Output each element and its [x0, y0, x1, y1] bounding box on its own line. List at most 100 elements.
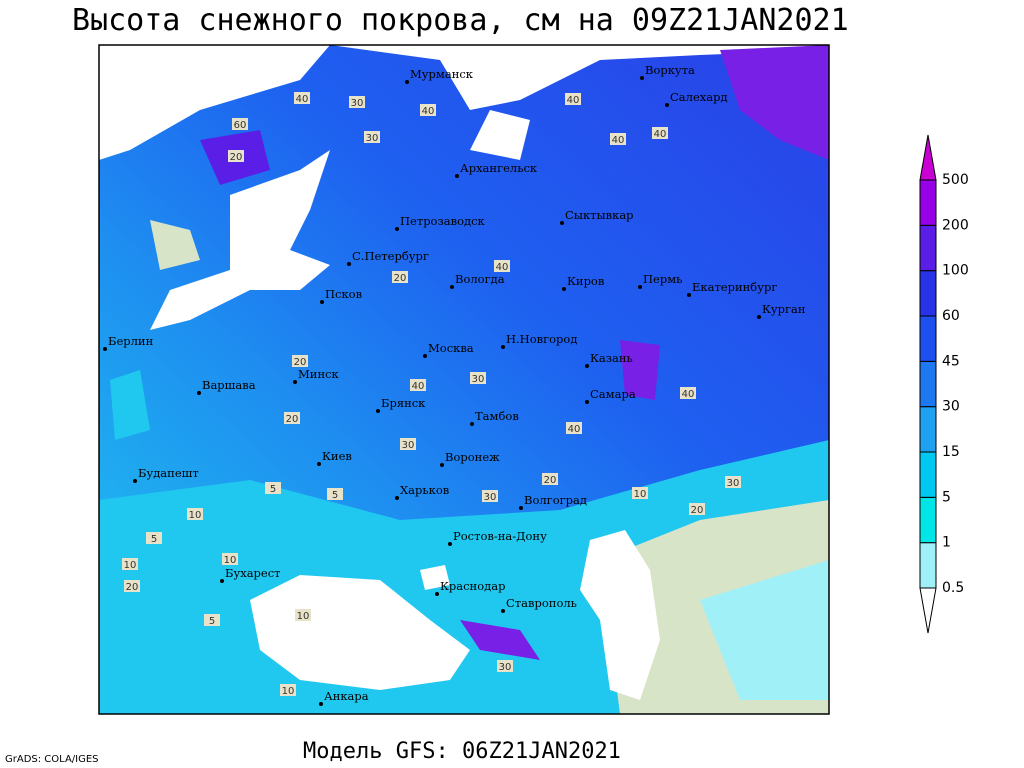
city-dot: [470, 422, 474, 426]
contour-label-bg: [482, 490, 498, 502]
contour-label-bg: [497, 660, 513, 672]
city-dot: [133, 479, 137, 483]
city-dot: [638, 285, 642, 289]
footer: Модель GFS: 06Z21JAN2021: [303, 739, 621, 764]
city-dot: [103, 347, 107, 351]
contour-label-bg: [542, 473, 558, 485]
city-label: Ставрополь: [506, 596, 577, 610]
city-label: Салехард: [670, 90, 728, 104]
contour-label: 10: [297, 611, 310, 622]
city-label: Самара: [590, 387, 636, 401]
legend-swatch: [919, 542, 937, 589]
contour-label-bg: [146, 532, 162, 544]
legend-label: 5: [942, 489, 951, 505]
contour-label: 40: [612, 135, 625, 146]
contour-label-bg: [187, 508, 203, 520]
contour-label-bg: [725, 476, 741, 488]
contour-label: 60: [234, 120, 247, 131]
contour-label: 5: [270, 484, 276, 495]
legend-swatch: [919, 360, 937, 408]
contour-label-bg: [400, 438, 416, 450]
city-dot: [448, 542, 452, 546]
city-dot: [519, 506, 523, 510]
contour-label-bg: [652, 127, 668, 139]
city-label: Минск: [298, 367, 340, 381]
contour-label: 5: [151, 534, 157, 545]
city-dot: [501, 609, 505, 613]
city-dot: [317, 462, 321, 466]
city-dot: [220, 579, 224, 583]
contour-label-bg: [327, 488, 343, 500]
city-label: Киев: [322, 449, 352, 463]
city-label: Воронеж: [445, 450, 500, 464]
city-label: Анкара: [324, 689, 369, 703]
city-label: Будапешт: [138, 466, 199, 480]
city-dot: [319, 702, 323, 706]
legend-swatch: [919, 270, 937, 317]
contour-label-bg: [632, 487, 648, 499]
city-dot: [395, 496, 399, 500]
contour-label: 30: [472, 374, 485, 385]
title: Высота снежного покрова, см на 09Z21JAN2…: [72, 3, 849, 38]
legend-label: 15: [942, 444, 960, 460]
contour-label-bg: [410, 379, 426, 391]
contour-label-bg: [680, 387, 696, 399]
contour-label: 30: [402, 440, 415, 451]
city-label: Вологда: [455, 272, 505, 286]
city-dot: [450, 285, 454, 289]
legend-label: 30: [942, 399, 960, 415]
city-label: Брянск: [381, 396, 426, 410]
contour-label: 30: [499, 662, 512, 673]
city-dot: [501, 345, 505, 349]
city-dot: [320, 300, 324, 304]
city-dot: [347, 262, 351, 266]
city-dot: [455, 174, 459, 178]
city-label: Бухарест: [225, 566, 281, 580]
city-dot: [757, 315, 761, 319]
contour-label: 10: [282, 686, 295, 697]
contour-label: 20: [230, 152, 243, 163]
legend-label: 1: [942, 535, 951, 551]
legend-label: 0.5: [942, 580, 964, 596]
city-dot: [440, 463, 444, 467]
contour-label-bg: [122, 558, 138, 570]
contour-label: 5: [332, 490, 338, 501]
contour-label-bg: [228, 150, 244, 162]
city-label: Сыктывкар: [565, 208, 634, 222]
legend-swatch: [919, 451, 937, 498]
contour-label: 40: [496, 262, 509, 273]
contour-label: 30: [366, 133, 379, 144]
city-label: Екатеринбург: [692, 280, 777, 294]
city-label: Краснодар: [440, 579, 505, 593]
credit: GrADS: COLA/IGES: [5, 754, 99, 765]
contour-label: 40: [296, 94, 309, 105]
city-dot: [560, 221, 564, 225]
legend-label: 200: [942, 217, 969, 233]
legend-high: [919, 134, 937, 181]
legend-swatch: [919, 224, 937, 272]
contour-label-bg: [222, 553, 238, 565]
city-label: Пермь: [643, 272, 682, 286]
legend-swatch: [919, 406, 937, 453]
legend-label: 45: [942, 353, 960, 369]
contour-label: 20: [286, 414, 299, 425]
city-label: Берлин: [108, 334, 154, 348]
contour-label: 5: [209, 616, 215, 627]
contour-label-bg: [364, 131, 380, 143]
city-dot: [585, 400, 589, 404]
contour-label: 30: [484, 492, 497, 503]
legend-label: 100: [942, 263, 969, 279]
contour-label-bg: [565, 93, 581, 105]
legend-swatch: [919, 315, 937, 362]
city-dot: [376, 409, 380, 413]
contour-label-bg: [392, 271, 408, 283]
city-label: Харьков: [400, 483, 449, 497]
legend-label: 500: [942, 172, 969, 188]
city-dot: [435, 592, 439, 596]
contour-label: 30: [351, 98, 364, 109]
city-dot: [197, 391, 201, 395]
contour-label: 10: [124, 560, 137, 571]
city-dot: [687, 293, 691, 297]
contour-label: 40: [568, 424, 581, 435]
